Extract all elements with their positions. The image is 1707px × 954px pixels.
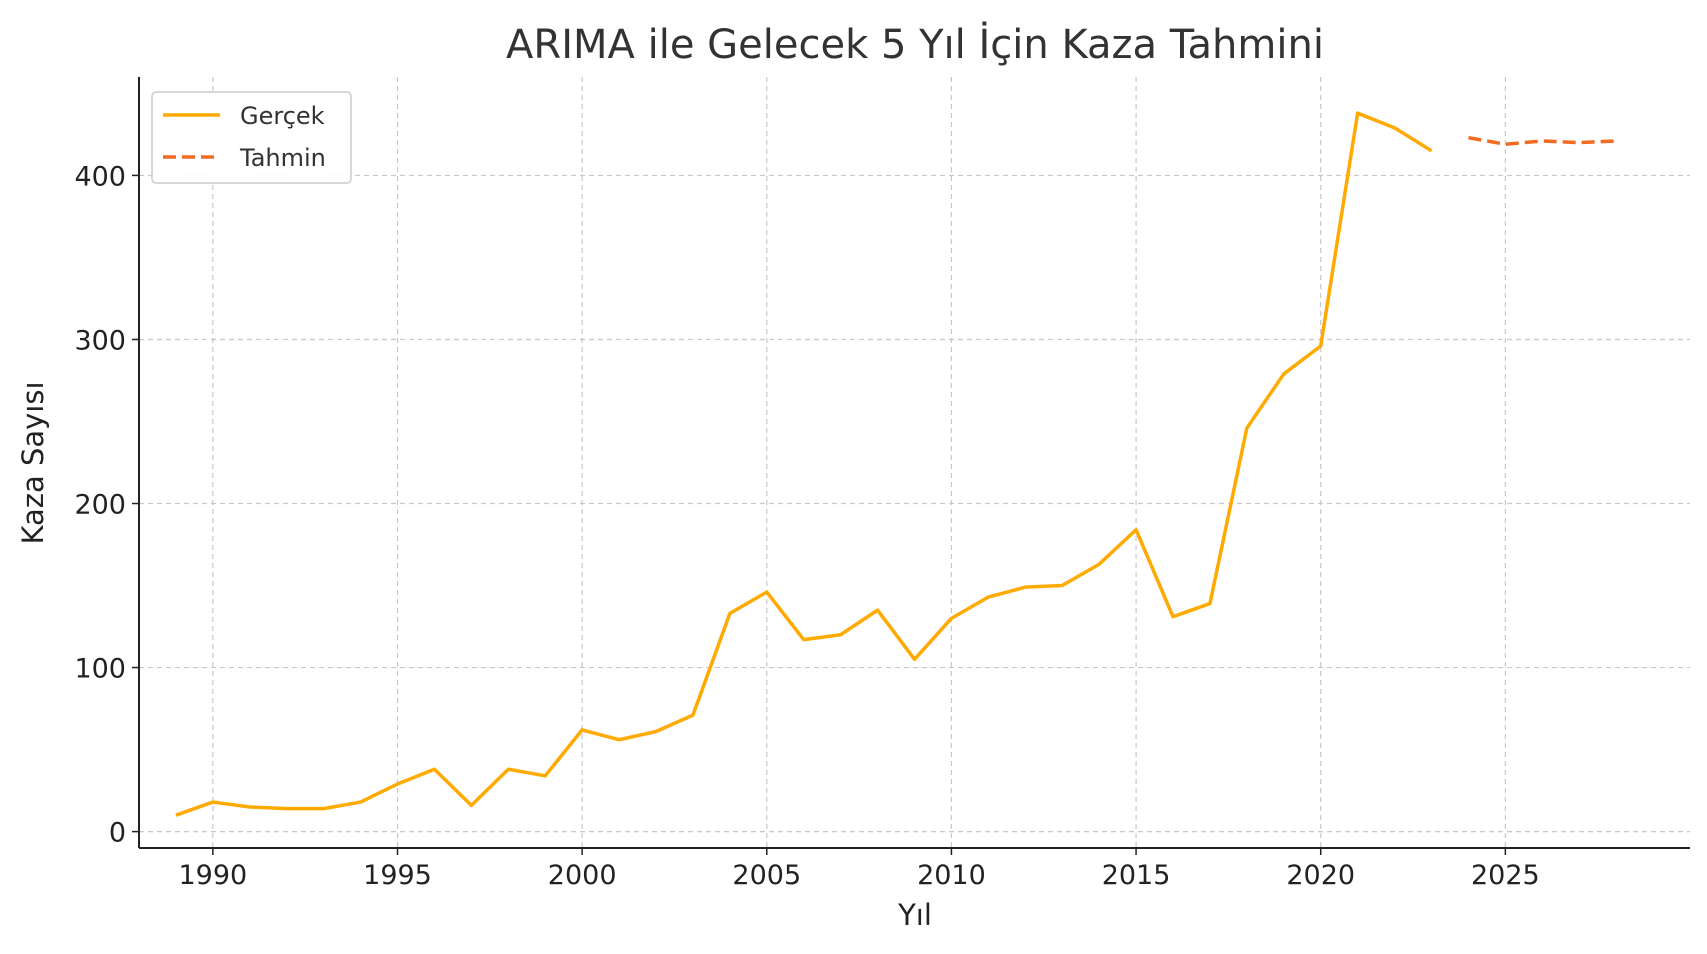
legend: Gerçek Tahmin xyxy=(151,91,352,184)
y-tick-label: 100 xyxy=(74,654,126,685)
y-axis-label: Kaza Sayısı xyxy=(16,381,50,544)
axes xyxy=(138,77,1690,849)
legend-label-gercek: Gerçek xyxy=(240,102,325,130)
x-tick-label: 2015 xyxy=(1102,860,1171,891)
series-line-tahmin xyxy=(1468,135,1617,147)
y-tick-label: 300 xyxy=(74,325,126,356)
y-axis-ticks: 0 100 200 300 400 xyxy=(74,161,139,849)
x-axis-label: Yıl xyxy=(897,898,932,932)
y-tick-label: 400 xyxy=(74,161,126,192)
x-tick-label: 1990 xyxy=(178,860,247,891)
legend-label-tahmin: Tahmin xyxy=(239,144,326,172)
x-tick-label: 2020 xyxy=(1286,860,1355,891)
x-tick-label: 1995 xyxy=(363,860,432,891)
x-tick-label: 2005 xyxy=(732,860,801,891)
x-tick-label: 2000 xyxy=(548,860,617,891)
x-tick-label: 2025 xyxy=(1471,860,1540,891)
x-axis-ticks: 1990 1995 2000 2005 2010 2015 2020 2025 xyxy=(178,848,1540,891)
x-tick-label: 2010 xyxy=(917,860,986,891)
series-layer xyxy=(175,111,1617,817)
chart-title: ARIMA ile Gelecek 5 Yıl İçin Kaza Tahmin… xyxy=(506,20,1324,68)
y-tick-label: 200 xyxy=(74,490,126,521)
series-line-gercek xyxy=(175,111,1433,817)
y-tick-label: 0 xyxy=(109,818,126,849)
grid-lines xyxy=(139,77,1690,848)
